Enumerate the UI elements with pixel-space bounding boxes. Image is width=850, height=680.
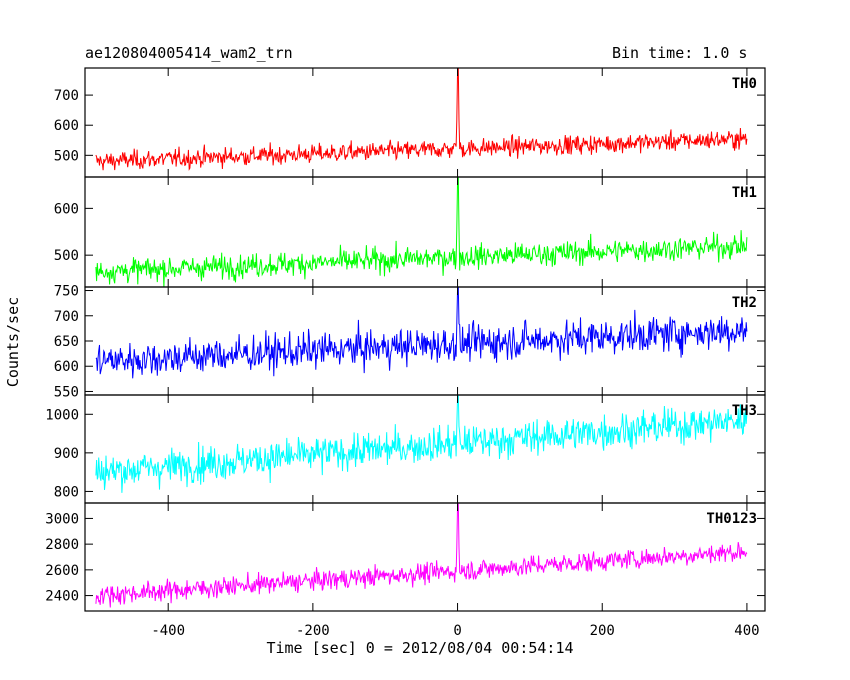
y-tick-label: 1000: [45, 407, 79, 423]
y-tick-label: 2800: [45, 537, 79, 553]
y-tick-label: 2400: [45, 589, 79, 605]
series-line-th2: [95, 287, 748, 379]
y-tick-label: 500: [54, 248, 79, 264]
chart-title: ae120804005414_wam2_trn: [85, 44, 293, 62]
x-tick-label: -200: [296, 623, 330, 639]
y-tick-label: 750: [54, 284, 79, 300]
panel-frame: [84, 176, 766, 288]
y-tick-label: 700: [54, 88, 79, 104]
panel-label-th3: TH3: [732, 403, 757, 419]
panel-label-th0123: TH0123: [706, 511, 757, 527]
y-tick-label: 500: [54, 148, 79, 164]
x-tick-label: 400: [734, 623, 759, 639]
y-tick-label: 550: [54, 384, 79, 400]
x-tick-label: -400: [151, 623, 185, 639]
series-line-th1: [95, 177, 748, 287]
y-tick-label: 3000: [45, 511, 79, 527]
y-tick-label: 600: [54, 118, 79, 134]
x-axis-title: Time [sec] 0 = 2012/08/04 00:54:14: [266, 639, 573, 657]
y-tick-label: 600: [54, 359, 79, 375]
series-line-th0: [95, 68, 748, 171]
x-tick-label: 0: [453, 623, 461, 639]
y-axis-title: Counts/sec: [4, 297, 22, 387]
y-tick-label: 650: [54, 334, 79, 350]
y-tick-label: 2600: [45, 563, 79, 579]
panel-label-th1: TH1: [732, 185, 757, 201]
panel-label-th0: TH0: [732, 76, 757, 92]
panel-label-th2: TH2: [732, 295, 757, 311]
bin-time-label: Bin time: 1.0 s: [612, 44, 748, 62]
series-line-th0123: [95, 503, 748, 608]
panel-frame: [84, 502, 766, 612]
x-tick-label: 200: [590, 623, 615, 639]
y-tick-label: 800: [54, 484, 79, 500]
series-line-th3: [95, 395, 748, 493]
y-tick-label: 900: [54, 446, 79, 462]
y-tick-label: 700: [54, 309, 79, 325]
y-tick-label: 600: [54, 201, 79, 217]
